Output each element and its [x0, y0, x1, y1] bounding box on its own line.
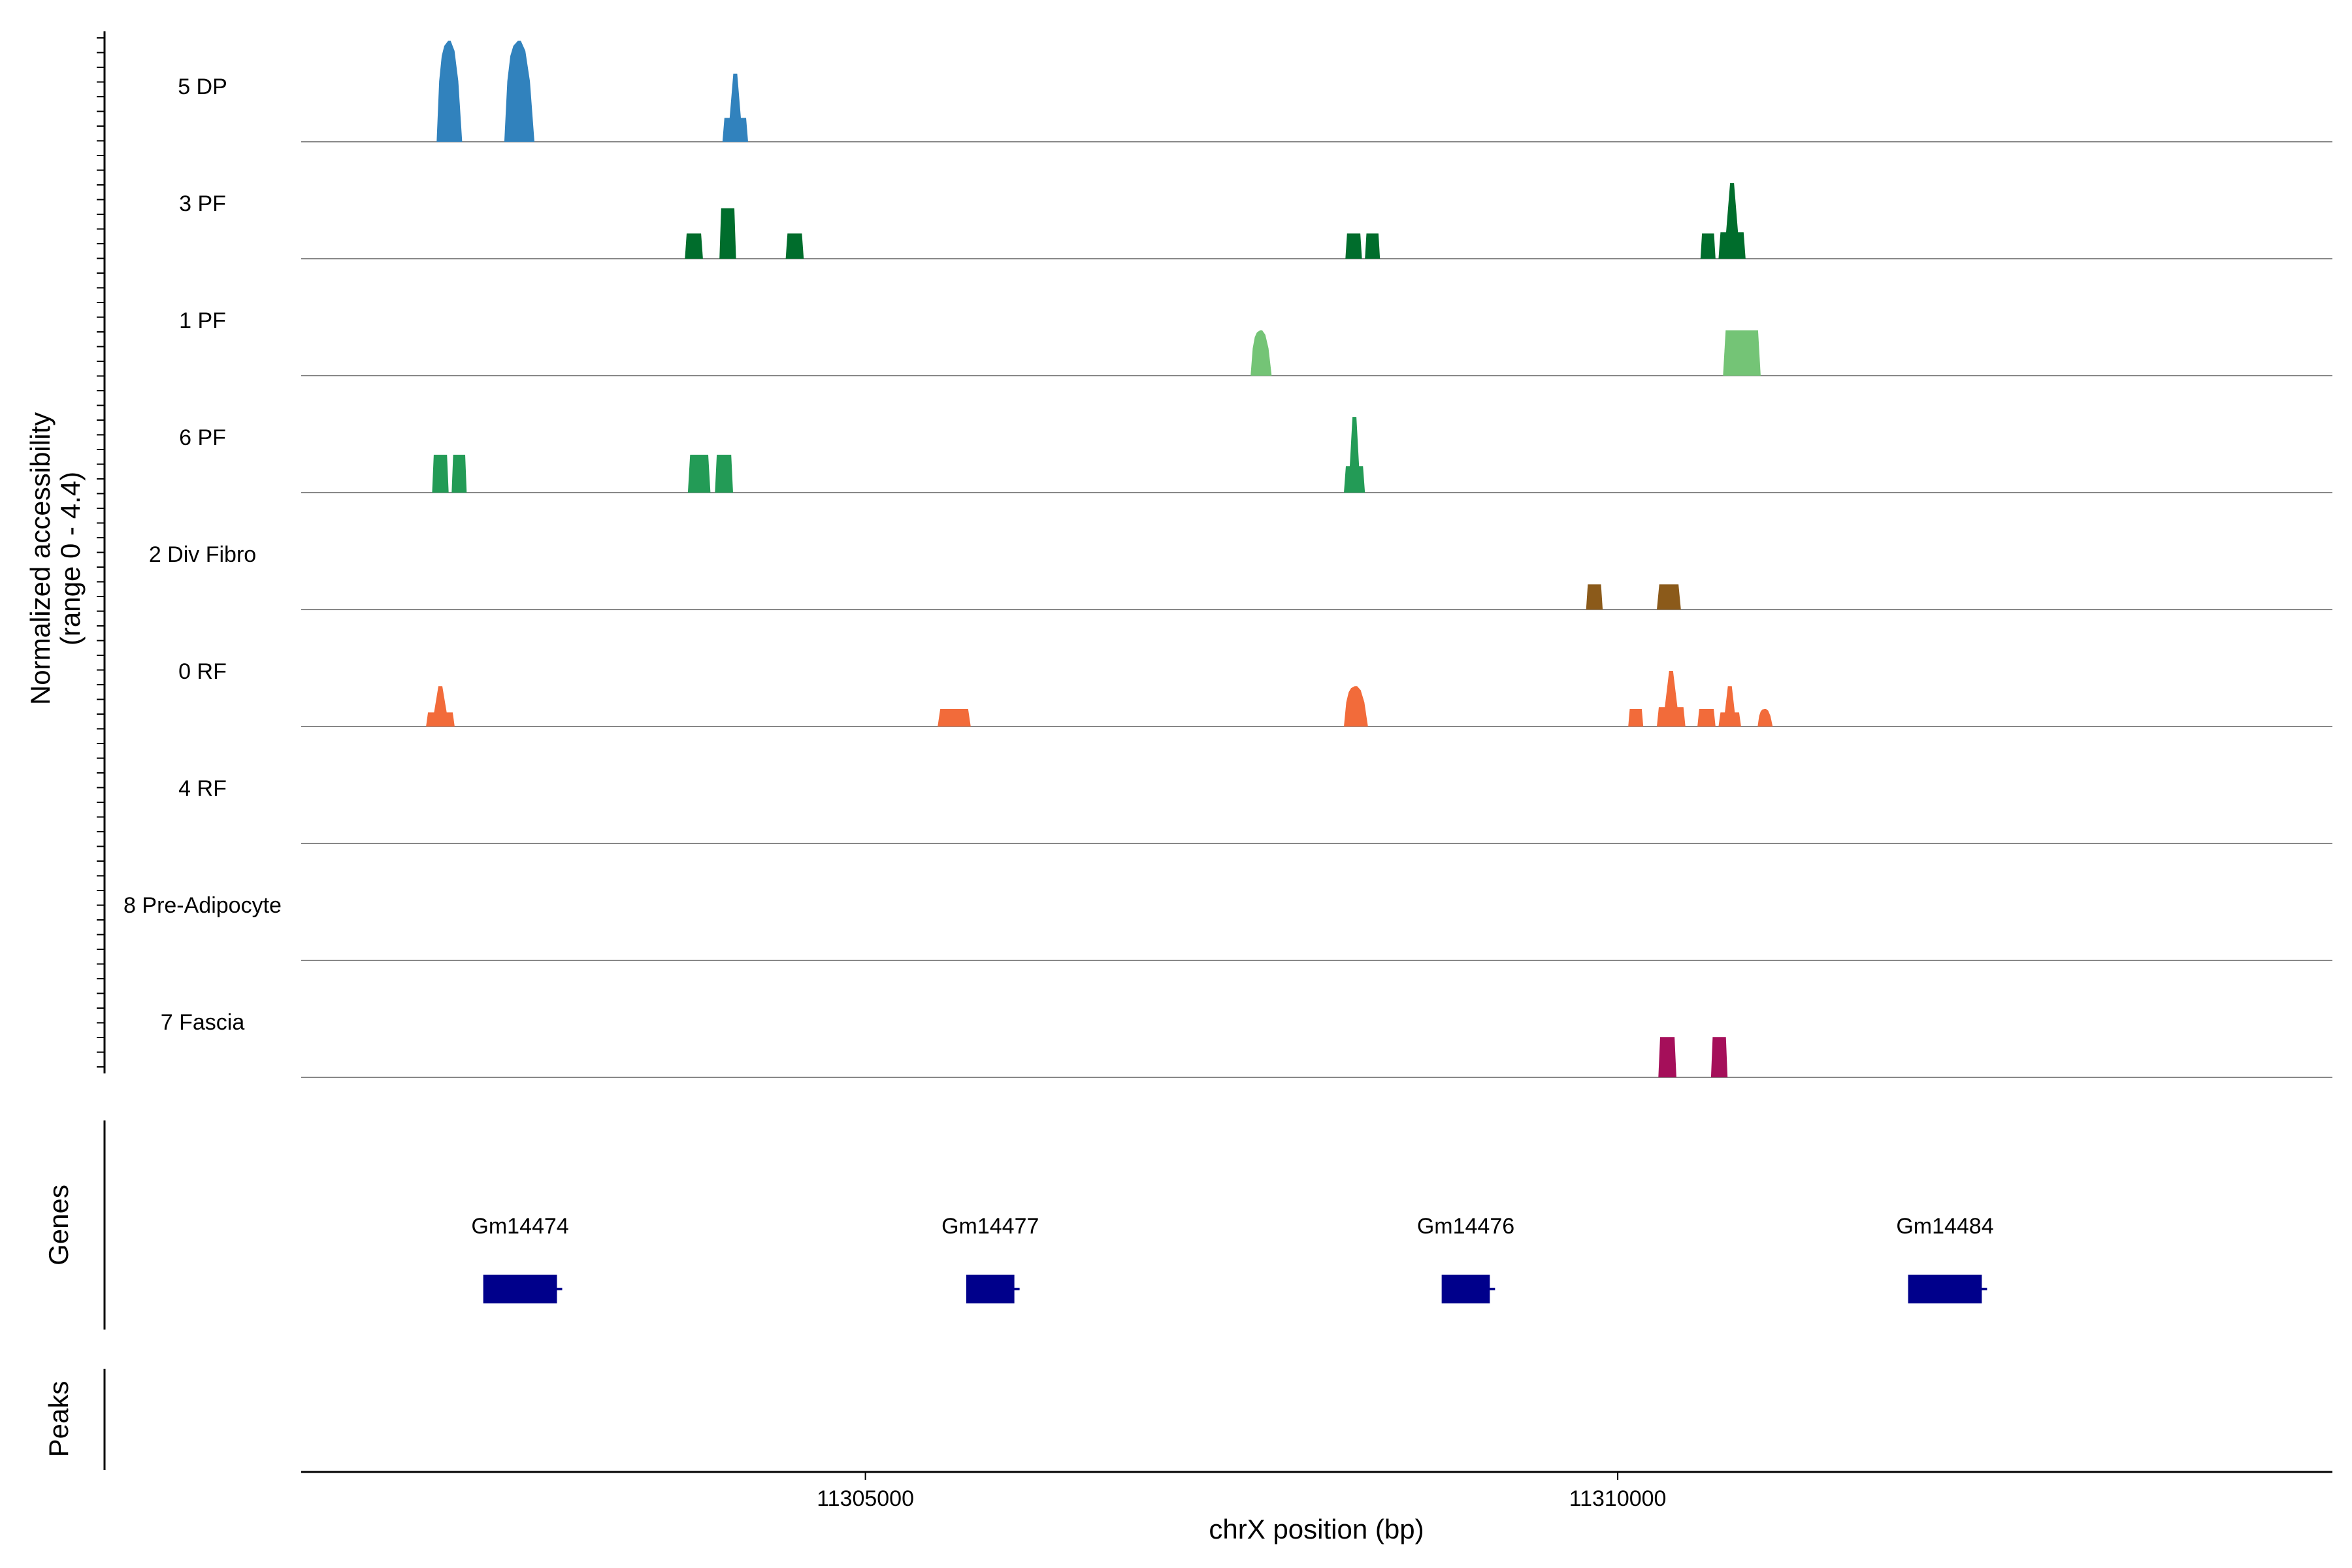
track: 1 PF	[179, 308, 2332, 376]
coverage-peak	[685, 233, 703, 259]
left-axes	[97, 31, 106, 1470]
peaks-track-label: Peaks	[43, 1381, 74, 1458]
track: 3 PF	[179, 183, 2332, 259]
track-label: 8 Pre-Adipocyte	[123, 893, 282, 918]
x-tick-label: 11310000	[1569, 1486, 1667, 1511]
track-label: 2 Div Fibro	[149, 542, 256, 567]
coverage-peak	[1697, 709, 1716, 727]
coverage-peak	[722, 73, 748, 142]
y-axis-label-line1: Normalized accessibility	[25, 412, 56, 705]
coverage-peak	[1710, 1037, 1728, 1077]
track: 2 Div Fibro	[149, 542, 2332, 610]
coverage-peak	[426, 686, 455, 727]
coverage-peak	[504, 41, 534, 142]
gene-body	[1908, 1275, 1982, 1303]
coverage-peak	[785, 233, 804, 259]
track: 6 PF	[179, 417, 2332, 493]
gene: Gm14476	[1417, 1214, 1514, 1303]
coverage-peak	[715, 455, 733, 493]
coverage-peak	[1657, 584, 1681, 610]
track: 5 DP	[178, 41, 2332, 142]
track: 0 RF	[178, 659, 2332, 727]
gene-label: Gm14476	[1417, 1214, 1514, 1239]
coverage-peak	[1700, 233, 1716, 259]
coverage-peak	[938, 709, 971, 727]
gene-label: Gm14477	[941, 1214, 1039, 1239]
track: 7 Fascia	[161, 1010, 2332, 1078]
coverage-peak	[1723, 330, 1761, 376]
track-label: 0 RF	[178, 659, 227, 684]
coverage-peak	[1718, 686, 1741, 727]
gene-body	[483, 1275, 557, 1303]
coverage-peak	[1344, 686, 1368, 727]
coverage-peak	[687, 455, 711, 493]
coverage-tracks: 5 DP 3 PF 1 PF 6 PF 2 Div Fibro 0 RF 4 RF 8 Pre…	[123, 41, 2332, 1078]
coverage-peak	[1586, 584, 1603, 610]
x-tick-label: 11305000	[817, 1486, 914, 1511]
coverage-peak	[1345, 233, 1362, 259]
track-label: 7 Fascia	[161, 1010, 245, 1035]
coverage-peak	[432, 455, 449, 493]
gene-body	[1441, 1275, 1490, 1303]
track-label: 5 DP	[178, 74, 227, 99]
track-label: 4 RF	[178, 776, 227, 801]
x-axis: 11305000 11310000	[301, 1471, 2332, 1511]
gene: Gm14477	[941, 1214, 1039, 1303]
track-label: 6 PF	[179, 425, 226, 450]
coverage-peak	[451, 455, 467, 493]
y-axis-label-line2: (range 0 - 4.4)	[55, 472, 86, 645]
gene-annotation-track: Gm14474 Gm14477 Gm14476 Gm14484	[471, 1214, 1994, 1303]
coverage-peak	[436, 41, 463, 142]
coverage-peak	[1365, 233, 1380, 259]
coverage-peak	[1344, 417, 1365, 493]
track-label: 3 PF	[179, 191, 226, 216]
track: 8 Pre-Adipocyte	[123, 893, 2332, 961]
gene: Gm14474	[471, 1214, 569, 1303]
coverage-peak	[1658, 1037, 1676, 1077]
track-label: 1 PF	[179, 308, 226, 333]
coverage-peak	[1718, 183, 1746, 259]
coverage-peak	[1757, 709, 1773, 727]
coverage-peak	[1250, 330, 1272, 376]
x-axis-label: chrX position (bp)	[1209, 1514, 1424, 1544]
coverage-peak	[1657, 671, 1686, 727]
gene: Gm14484	[1896, 1214, 1994, 1303]
gene-label: Gm14474	[471, 1214, 568, 1239]
gene-body	[966, 1275, 1015, 1303]
track: 4 RF	[178, 776, 2332, 844]
gene-label: Gm14484	[1896, 1214, 1993, 1239]
coverage-peak	[719, 208, 736, 259]
coverage-peak	[1628, 709, 1644, 727]
genes-track-label: Genes	[43, 1184, 74, 1266]
